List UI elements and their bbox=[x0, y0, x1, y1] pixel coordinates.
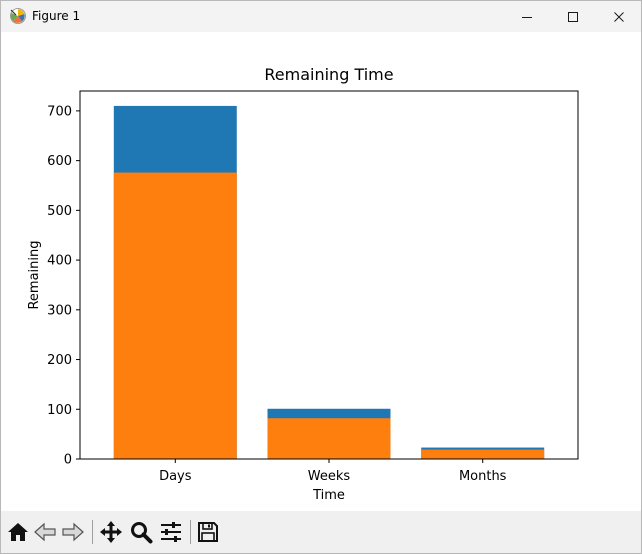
minimize-button[interactable] bbox=[504, 1, 550, 32]
figure-canvas[interactable]: 0 100 200 300 400 500 600 700 Days Weeks Months Rem… bbox=[1, 32, 641, 511]
y-tick-label: 500 bbox=[47, 204, 72, 219]
save-icon bbox=[196, 520, 220, 544]
y-axis-label: Remaining bbox=[27, 240, 42, 309]
maximize-icon bbox=[567, 11, 579, 23]
x-axis-label: Time bbox=[312, 488, 345, 503]
y-tick-label: 100 bbox=[47, 403, 72, 418]
pan-icon bbox=[99, 520, 123, 544]
y-tick-label: 400 bbox=[47, 254, 72, 269]
close-icon bbox=[613, 11, 625, 23]
window-title: Figure 1 bbox=[32, 9, 81, 23]
bar-series2-months bbox=[421, 449, 545, 459]
x-tick-label: Months bbox=[459, 469, 507, 484]
close-button[interactable] bbox=[596, 1, 641, 32]
x-tick-label: Days bbox=[159, 469, 192, 484]
x-tick-label: Weeks bbox=[308, 469, 351, 484]
forward-button[interactable] bbox=[60, 519, 86, 545]
y-tick-label: 0 bbox=[64, 453, 72, 468]
pan-button[interactable] bbox=[98, 519, 124, 545]
maximize-button[interactable] bbox=[550, 1, 596, 32]
back-button[interactable] bbox=[32, 519, 58, 545]
forward-arrow-icon bbox=[61, 520, 85, 544]
zoom-button[interactable] bbox=[128, 519, 154, 545]
y-tick-label: 200 bbox=[47, 353, 72, 368]
home-icon bbox=[6, 520, 30, 544]
chart-title: Remaining Time bbox=[264, 65, 393, 84]
back-arrow-icon bbox=[33, 520, 57, 544]
save-button[interactable] bbox=[195, 519, 221, 545]
toolbar-separator bbox=[190, 520, 191, 544]
zoom-icon bbox=[129, 520, 153, 544]
matplotlib-app-icon bbox=[9, 7, 27, 25]
subplots-config-icon bbox=[159, 520, 183, 544]
minimize-icon bbox=[521, 11, 533, 23]
title-bar[interactable]: Figure 1 bbox=[1, 1, 641, 32]
home-button[interactable] bbox=[5, 519, 31, 545]
bar-series2-weeks bbox=[267, 418, 391, 459]
y-tick-label: 300 bbox=[47, 303, 72, 318]
y-tick-label: 700 bbox=[47, 104, 72, 119]
y-tick-label: 600 bbox=[47, 154, 72, 169]
subplots-config-button[interactable] bbox=[158, 519, 184, 545]
bar-chart: 0 100 200 300 400 500 600 700 Days Weeks Months Rem… bbox=[27, 65, 579, 503]
bar-series2-days bbox=[113, 172, 237, 459]
toolbar-separator bbox=[92, 520, 93, 544]
navigation-toolbar bbox=[1, 511, 641, 553]
